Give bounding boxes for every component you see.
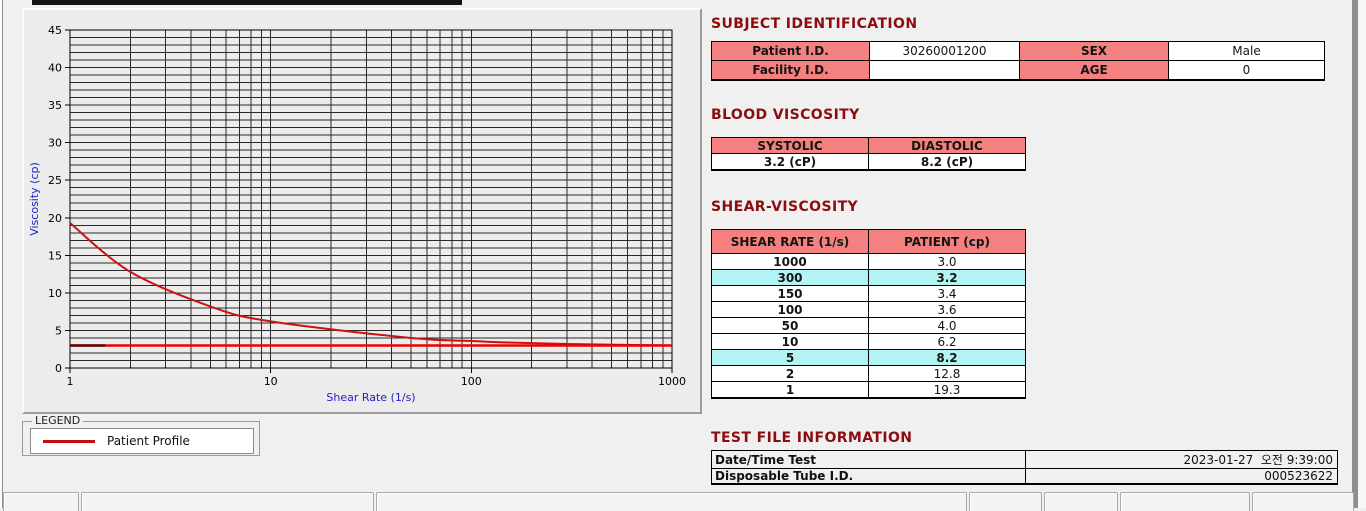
svg-text:15: 15	[48, 249, 62, 262]
patient-cp-cell: 8.2	[868, 349, 1026, 366]
shear-rate-cell: 5	[711, 349, 869, 366]
disposable-tube-id-label: Disposable Tube I.D.	[711, 468, 1026, 485]
window-left-highlight	[0, 0, 2, 508]
table-row: 50 4.0	[711, 317, 1026, 334]
date-time-test-label: Date/Time Test	[711, 450, 1026, 469]
patient-profile-line-swatch	[43, 439, 95, 443]
table-row: 1 19.3	[711, 381, 1026, 399]
patient-cp-cell: 19.3	[868, 381, 1026, 399]
diastolic-value: 8.2 (cP)	[868, 153, 1026, 171]
table-row: 100 3.6	[711, 301, 1026, 318]
age-label: AGE	[1019, 60, 1169, 81]
shear-rate-cell: 300	[711, 269, 869, 286]
svg-text:20: 20	[48, 212, 62, 225]
bottom-panel-segment	[81, 492, 374, 511]
shear-rate-cell: 1	[711, 381, 869, 399]
patient-cp-cell: 3.6	[868, 301, 1026, 318]
table-row: Date/Time Test 2023-01-27 오전 9:39:00	[711, 450, 1338, 469]
table-row: AGE 0	[1019, 60, 1325, 81]
patient-cp-cell: 3.4	[868, 285, 1026, 302]
bottom-panel-segment	[376, 492, 967, 511]
table-row: Facility I.D.	[711, 60, 1020, 81]
shear-rate-header: SHEAR RATE (1/s)	[711, 229, 869, 254]
patient-cp-cell: 4.0	[868, 317, 1026, 334]
table-row: SEX Male	[1019, 41, 1325, 61]
svg-text:0: 0	[55, 362, 62, 375]
subject-identification-title: SUBJECT IDENTIFICATION	[711, 16, 918, 32]
shear-viscosity-chart: 0 5 10 15 20 25 30 35 40 45 1 10 100 1000 Shear Rate (…	[28, 24, 686, 404]
legend-entry: Patient Profile	[30, 428, 254, 454]
window-left-border	[2, 0, 3, 508]
shear-rate-cell: 10	[711, 333, 869, 350]
svg-text:Shear Rate (1/s): Shear Rate (1/s)	[326, 391, 415, 404]
shear-viscosity-table: SHEAR RATE (1/s) PATIENT (cp) 1000 3.0 3…	[711, 229, 1026, 399]
date-time-test-value: 2023-01-27 오전 9:39:00	[1025, 450, 1338, 469]
svg-text:10: 10	[264, 375, 278, 388]
patient-cp-cell: 3.0	[868, 253, 1026, 270]
bottom-panel-segment	[1252, 492, 1354, 511]
window-right-highlight	[1358, 0, 1366, 508]
svg-text:30: 30	[48, 137, 62, 150]
table-row: Patient I.D. 30260001200	[711, 41, 1020, 61]
subject-identification-table-right: SEX Male AGE 0	[1019, 41, 1325, 81]
svg-text:1: 1	[67, 375, 74, 388]
systolic-header: SYSTOLIC	[711, 137, 869, 154]
svg-text:35: 35	[48, 99, 62, 112]
patient-cp-cell: 12.8	[868, 365, 1026, 382]
systolic-value: 3.2 (cP)	[711, 153, 869, 171]
shear-rate-cell: 150	[711, 285, 869, 302]
svg-text:100: 100	[461, 375, 482, 388]
table-header-row: SHEAR RATE (1/s) PATIENT (cp)	[711, 229, 1026, 254]
table-row: Disposable Tube I.D. 000523622	[711, 468, 1338, 485]
sex-value: Male	[1168, 41, 1325, 61]
disposable-tube-id-value: 000523622	[1025, 468, 1338, 485]
svg-text:5: 5	[55, 324, 62, 337]
patient-cp-header: PATIENT (cp)	[868, 229, 1026, 254]
bottom-panel-segment	[1120, 492, 1250, 511]
patient-cp-cell: 6.2	[868, 333, 1026, 350]
table-row: 300 3.2	[711, 269, 1026, 286]
age-value: 0	[1168, 60, 1325, 81]
patient-id-value: 30260001200	[869, 41, 1020, 61]
sex-label: SEX	[1019, 41, 1169, 61]
svg-text:Viscosity (cp): Viscosity (cp)	[28, 162, 41, 236]
shear-viscosity-chart-panel: 0 5 10 15 20 25 30 35 40 45 1 10 100 1000 Shear Rate (…	[22, 8, 702, 414]
svg-text:10: 10	[48, 287, 62, 300]
table-row: 2 12.8	[711, 365, 1026, 382]
svg-text:1000: 1000	[658, 375, 686, 388]
shear-rate-cell: 1000	[711, 253, 869, 270]
patient-profile-legend-label: Patient Profile	[107, 434, 190, 448]
bottom-panel-segment	[3, 492, 79, 511]
svg-text:40: 40	[48, 62, 62, 75]
shear-rate-cell: 50	[711, 317, 869, 334]
table-row: 3.2 (cP) 8.2 (cP)	[711, 153, 1026, 171]
facility-id-label: Facility I.D.	[711, 60, 870, 81]
test-file-information-title: TEST FILE INFORMATION	[711, 430, 913, 446]
table-row: SYSTOLIC DIASTOLIC	[711, 137, 1026, 154]
bottom-panel-segment	[969, 492, 1042, 511]
legend-groupbox: LEGEND Patient Profile	[22, 414, 260, 456]
table-row: 1000 3.0	[711, 253, 1026, 270]
svg-text:45: 45	[48, 24, 62, 37]
facility-id-value	[869, 60, 1020, 81]
shear-rate-cell: 100	[711, 301, 869, 318]
test-file-information-table: Date/Time Test 2023-01-27 오전 9:39:00 Dis…	[711, 450, 1338, 485]
subject-identification-table-left: Patient I.D. 30260001200 Facility I.D.	[711, 41, 1020, 81]
table-row: 150 3.4	[711, 285, 1026, 302]
patient-cp-cell: 3.2	[868, 269, 1026, 286]
legend-groupbox-label: LEGEND	[32, 414, 84, 427]
diastolic-header: DIASTOLIC	[868, 137, 1026, 154]
table-row: 5 8.2	[711, 349, 1026, 366]
shear-viscosity-title: SHEAR-VISCOSITY	[711, 199, 859, 215]
blood-viscosity-title: BLOOD VISCOSITY	[711, 107, 860, 123]
svg-text:25: 25	[48, 174, 62, 187]
shear-rate-cell: 2	[711, 365, 869, 382]
blood-viscosity-table: SYSTOLIC DIASTOLIC 3.2 (cP) 8.2 (cP)	[711, 137, 1026, 171]
window-right-border	[1352, 0, 1358, 508]
table-row: 10 6.2	[711, 333, 1026, 350]
top-black-bar	[32, 0, 462, 5]
bottom-panel-segment	[1044, 492, 1118, 511]
patient-id-label: Patient I.D.	[711, 41, 870, 61]
